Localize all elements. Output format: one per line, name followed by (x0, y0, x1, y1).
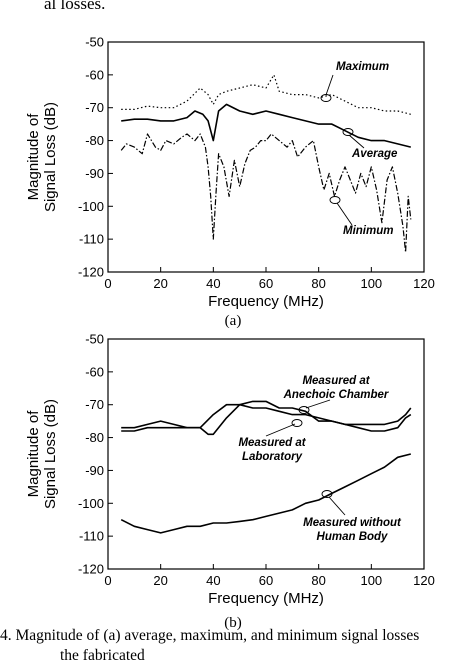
figure-caption-continued: the fabricated (60, 647, 145, 664)
top-text-fragment: al losses. (44, 0, 106, 13)
series-line-1 (121, 400, 412, 436)
y-axis-title-line2: Signal Loss (dB) (42, 399, 59, 509)
x-tick-label: 80 (311, 276, 325, 291)
annotation-marker (329, 196, 341, 204)
series-line-2 (121, 403, 412, 432)
x-tick-label: 40 (206, 276, 220, 291)
annotation-label: Maximum (336, 61, 389, 73)
annotation-leader (336, 202, 353, 226)
annotation-label-line: Laboratory (242, 451, 303, 463)
annotation-label: Minimum (343, 225, 393, 237)
annotation-marker (342, 128, 354, 136)
panel-label: (a) (225, 313, 242, 329)
x-tick-label: 0 (104, 276, 111, 291)
annotation-marker (321, 490, 333, 498)
annotation-marker (298, 406, 310, 414)
x-axis-title: Frequency (MHz) (208, 590, 324, 607)
y-tick-label: -90 (85, 166, 104, 181)
series-line-3 (120, 453, 411, 534)
x-tick-label: 40 (206, 573, 220, 588)
y-tick-label: -110 (79, 232, 104, 247)
x-axis-title: Frequency (MHz) (208, 293, 324, 310)
y-tick-label: -120 (78, 562, 104, 577)
x-tick-label: 100 (360, 276, 382, 291)
annotation-label-line: Measured at (302, 375, 370, 387)
annotation-label-line: Measured at (238, 437, 306, 449)
x-tick-label: 60 (259, 276, 273, 291)
y-tick-label: -50 (85, 332, 104, 347)
y-tick-label: -70 (85, 397, 104, 412)
annotation-leader (348, 134, 365, 149)
annotation-label-line: Anechoic Chamber (283, 389, 389, 401)
figure-caption: 4. Magnitude of (a) average, maximum, an… (0, 627, 420, 644)
annotation-label-line: Human Body (317, 531, 389, 543)
y-tick-label: -60 (85, 67, 104, 82)
panel-label: (b) (224, 615, 242, 631)
x-tick-label: 20 (153, 573, 167, 588)
x-tick-label: 120 (413, 573, 435, 588)
y-tick-label: -100 (78, 199, 104, 214)
x-tick-label: 20 (153, 276, 167, 291)
y-tick-label: -110 (79, 529, 104, 544)
annotation-label-line: Measured without (303, 517, 402, 529)
annotation-label: Average (351, 148, 398, 160)
series-line-1 (121, 74, 411, 115)
annotation-leader (325, 74, 334, 96)
x-tick-label: 60 (259, 573, 273, 588)
y-tick-label: -80 (85, 133, 104, 148)
x-tick-label: 120 (413, 276, 435, 291)
annotation-leader (265, 423, 296, 437)
y-tick-label: -120 (78, 265, 104, 280)
y-tick-label: -60 (85, 364, 104, 379)
x-tick-label: 80 (311, 573, 325, 588)
x-tick-label: 0 (104, 573, 111, 588)
y-tick-label: -70 (85, 100, 104, 115)
y-axis-title-line1: Magnitude of (25, 410, 42, 498)
y-axis-title-line1: Magnitude of (25, 113, 42, 201)
annotation-leader (328, 496, 346, 516)
annotation-leader (305, 399, 331, 409)
x-tick-label: 100 (360, 573, 382, 588)
y-axis-title-line2: Signal Loss (dB) (42, 102, 59, 212)
y-tick-label: -90 (85, 463, 104, 478)
series-line-2 (121, 103, 411, 148)
annotation-marker (291, 419, 303, 427)
y-tick-label: -80 (85, 430, 104, 445)
y-tick-label: -50 (85, 35, 104, 50)
series-line-3 (120, 133, 412, 253)
y-tick-label: -100 (78, 496, 104, 511)
